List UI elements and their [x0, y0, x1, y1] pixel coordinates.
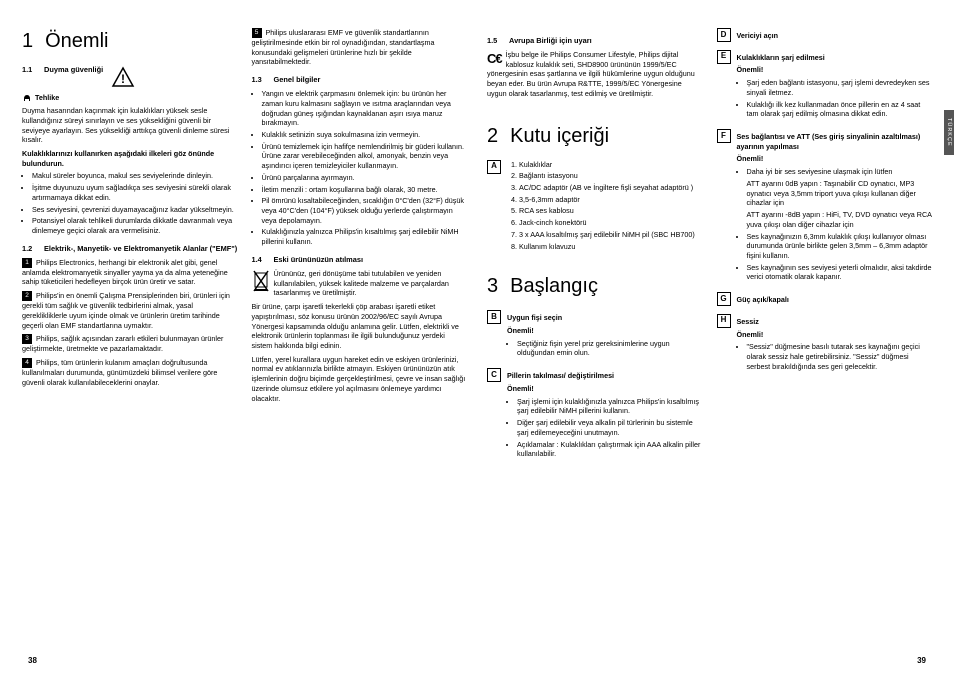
section-2-title: 2Kutu içeriği: [487, 123, 703, 150]
disp-3: Lütfen, yerel kurallara uygun hareket ed…: [252, 355, 468, 404]
page-num-left: 38: [28, 656, 37, 665]
sub-1-4: 1.4Eski ürününüzün atılması: [252, 255, 468, 265]
box-d: D Vericiyi açın: [717, 28, 933, 44]
box-h: H Sessiz Önemli! "Sessiz" düğmesine bası…: [717, 314, 933, 376]
eu-para: C€ İşbu belge ile Philips Consumer Lifes…: [487, 50, 703, 99]
box-b: B Uygun fişi seçin Önemli! Seçtiğiniz fi…: [487, 310, 703, 362]
col-4: D Vericiyi açın E Kulaklıkların şarj edi…: [717, 28, 933, 657]
box-f: F Ses bağlantısı ve ATT (Ses giriş sinya…: [717, 129, 933, 286]
emf-2: 2Philips'in en önemli Çalışma Prensipler…: [22, 291, 238, 330]
box-g: G Güç açık/kapalı: [717, 292, 933, 308]
svg-text:!: !: [121, 72, 125, 86]
letter-e-icon: E: [717, 50, 731, 64]
page-num-right: 39: [917, 656, 926, 665]
safe-listen-title: Kulaklıklarınızı kullanırken aşağıdaki i…: [22, 149, 238, 168]
sub-1-3: 1.3Genel bilgiler: [252, 75, 468, 85]
warning-triangle-icon: !: [111, 65, 135, 89]
letter-a-icon: A: [487, 160, 501, 174]
letter-g-icon: G: [717, 292, 731, 306]
disp-1: Ürününüz, geri dönüşüme tabi tutulabilen…: [252, 269, 468, 298]
headphone-icon: [22, 93, 32, 103]
sub-1-2: 1.2Elektrik-, Manyetik- ve Elektromanyet…: [22, 244, 238, 254]
col-1: 1Önemli 1.1 Duyma güvenliği ! Tehlike Du…: [22, 28, 238, 657]
safe-bullets: Makul süreler boyunca, makul ses seviyel…: [22, 171, 238, 235]
sub-1-5: 1.5Avrupa Birliği için uyarı: [487, 36, 703, 46]
box-a: A KulaklıklarBağlantı istasyonuAC/DC ada…: [487, 160, 703, 256]
emf-3: 3Philips, sağlık açısından zararlı etkil…: [22, 334, 238, 354]
ce-mark-icon: C€: [487, 50, 502, 68]
danger-label: Tehlike: [22, 93, 238, 103]
box-list: KulaklıklarBağlantı istasyonuAC/DC adapt…: [507, 160, 703, 252]
col-3: 1.5Avrupa Birliği için uyarı C€ İşbu bel…: [487, 28, 703, 657]
disp-2: Bir ürüne, çarpı işaretli tekerlekli çöp…: [252, 302, 468, 351]
letter-b-icon: B: [487, 310, 501, 324]
danger-para: Duyma hasarından kaçınmak için kulaklıkl…: [22, 106, 238, 145]
letter-c-icon: C: [487, 368, 501, 382]
col-2: 5Philips uluslararası EMF ve güvenlik st…: [252, 28, 468, 657]
language-tab: TÜRKÇE: [944, 110, 954, 155]
letter-d-icon: D: [717, 28, 731, 42]
emf-5: 5Philips uluslararası EMF ve güvenlik st…: [252, 28, 468, 67]
emf-1: 1Philips Electronics, herhangi bir elekt…: [22, 258, 238, 287]
section-1-title: 1Önemli: [22, 28, 238, 55]
weee-bin-icon: [252, 269, 270, 293]
sub-1-1: 1.1 Duyma güvenliği !: [22, 65, 238, 89]
box-c: C Pillerin takılması/ değiştirilmesi Öne…: [487, 368, 703, 463]
gen-bullets: Yangın ve elektrik çarpmasını önlemek iç…: [252, 89, 468, 247]
section-3-title: 3Başlangıç: [487, 273, 703, 300]
letter-f-icon: F: [717, 129, 731, 143]
letter-h-icon: H: [717, 314, 731, 328]
emf-4: 4Philips, tüm ürünlerin kulanım amaçları…: [22, 358, 238, 387]
box-e: E Kulaklıkların şarj edilmesi Önemli! Şa…: [717, 50, 933, 123]
